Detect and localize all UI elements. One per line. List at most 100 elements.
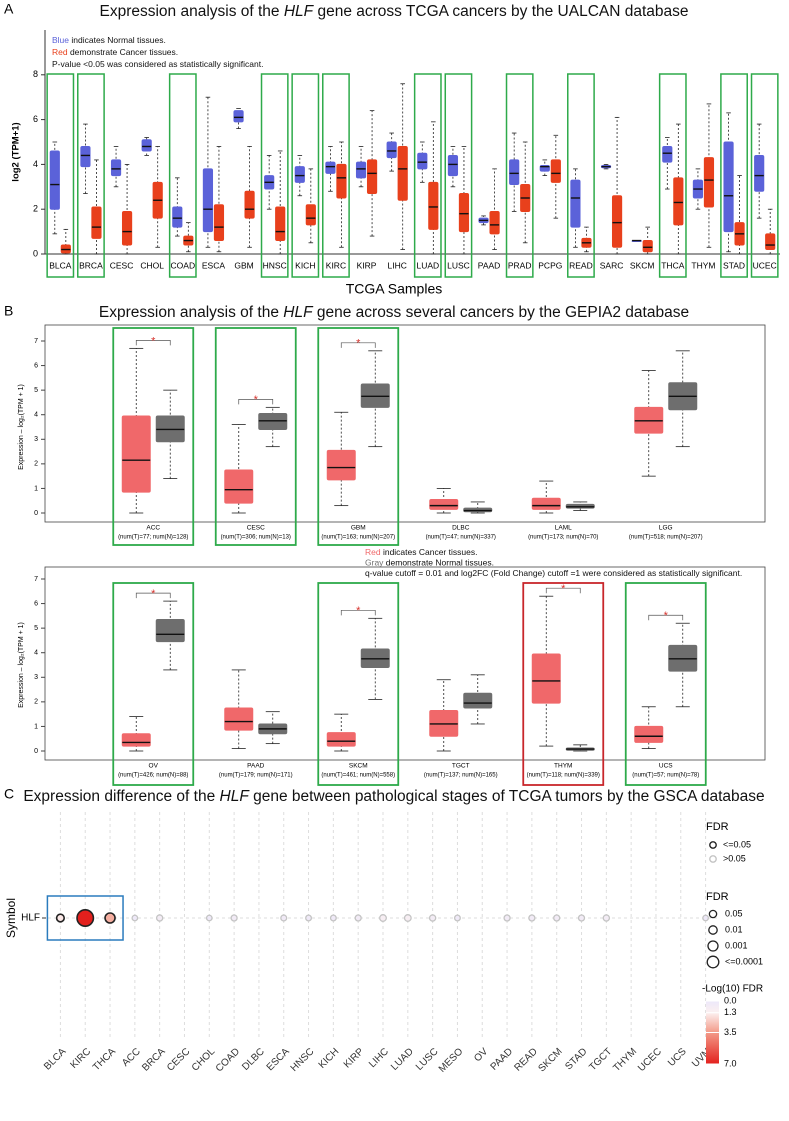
box xyxy=(110,159,122,177)
x-tick-label: LUAD xyxy=(389,1046,416,1073)
legend-title: FDR xyxy=(706,821,729,833)
x-tick-label: HNSC xyxy=(289,1046,317,1074)
plot-frame xyxy=(44,324,766,523)
box xyxy=(49,150,60,210)
x-tick-label: ACC xyxy=(146,525,160,532)
legend-key: Blue xyxy=(52,35,69,45)
significance-star: * xyxy=(664,610,669,622)
box xyxy=(642,240,653,253)
x-tick-label: THYM xyxy=(691,260,715,270)
dot xyxy=(76,908,95,927)
significance-bracket xyxy=(135,592,171,599)
x-tick-label: STAD xyxy=(723,260,745,270)
sample-count: (num(T)=461; num(N)=558) xyxy=(321,773,395,779)
y-tick-label: 6 xyxy=(34,362,38,369)
sample-count: (num(T)=179; num(N)=171) xyxy=(219,773,293,779)
highlight-box xyxy=(444,73,473,278)
legend-label: 0.01 xyxy=(725,924,743,934)
box xyxy=(397,145,408,201)
dot xyxy=(230,914,238,922)
x-tick-label: THYM xyxy=(611,1046,639,1074)
dot xyxy=(553,914,561,922)
x-tick-label: LIHC xyxy=(367,1046,391,1070)
box xyxy=(224,707,254,731)
colorbar-label: 0.0 xyxy=(724,995,737,1005)
x-tick-label: PAAD xyxy=(489,1046,516,1073)
significance-bracket xyxy=(135,340,171,346)
colorbar-label: 1.3 xyxy=(724,1007,737,1017)
legend-label: 0.001 xyxy=(725,940,748,950)
x-tick-label: BLCA xyxy=(49,260,72,270)
x-tick-label: DLBC xyxy=(240,1046,267,1073)
title-part: HLF xyxy=(284,3,315,20)
legend-key xyxy=(709,855,717,863)
x-tick-label: HNSC xyxy=(263,260,287,270)
panel-label: C xyxy=(4,786,14,802)
highlight-box xyxy=(567,73,595,278)
x-tick-label: SKCM xyxy=(349,763,368,770)
y-tick-label: 0 xyxy=(33,248,38,258)
legend-text: demonstrate Normal tissues. xyxy=(383,558,494,568)
box xyxy=(662,145,673,163)
y-tick-label: 7 xyxy=(34,576,38,583)
y-tick-label: 4 xyxy=(33,159,38,169)
x-tick-label: READ xyxy=(569,260,593,270)
box xyxy=(723,141,734,233)
x-tick-label: OV xyxy=(149,763,159,770)
x-tick-label: MESO xyxy=(437,1046,466,1075)
box xyxy=(121,210,133,246)
x-tick-label: KICH xyxy=(295,260,315,270)
dot xyxy=(104,912,116,924)
x-tick-label: ESCA xyxy=(202,260,225,270)
title-part: HLF xyxy=(220,788,251,805)
sample-count: (num(T)=518; num(N)=207) xyxy=(629,535,703,541)
x-tick-label: STAD xyxy=(563,1046,589,1072)
box xyxy=(80,145,91,168)
box xyxy=(489,210,500,235)
sample-count: (num(T)=173; num(N)=70) xyxy=(528,535,598,541)
box xyxy=(155,619,185,643)
x-tick-label: KIRP xyxy=(342,1046,367,1071)
significance-star: * xyxy=(151,335,156,347)
title-part: Expression analysis of the xyxy=(99,3,283,20)
y-tick-label: 2 xyxy=(34,699,38,706)
significance-star: * xyxy=(356,605,361,617)
highlight-box xyxy=(413,73,442,278)
y-tick-label: 2 xyxy=(34,461,38,468)
box xyxy=(429,498,459,510)
highlight-box xyxy=(214,327,297,546)
dot xyxy=(577,914,586,922)
legend-key xyxy=(709,841,717,849)
box xyxy=(463,692,493,709)
highlight-box xyxy=(112,582,195,786)
legend-note: P-value <0.05 was considered as statisti… xyxy=(52,59,263,69)
x-tick-label: COAD xyxy=(214,1046,242,1074)
x-tick-label: PRAD xyxy=(508,260,532,270)
dot xyxy=(131,914,139,922)
dot xyxy=(55,913,66,923)
size-key xyxy=(706,955,720,969)
box xyxy=(325,161,336,174)
dot xyxy=(602,914,611,922)
significance-star: * xyxy=(254,394,259,406)
box xyxy=(275,206,286,242)
legend-label: <=0.0001 xyxy=(725,956,763,966)
sample-count: (num(T)=47; num(N)=337) xyxy=(426,535,496,541)
dot xyxy=(379,914,387,922)
title-part: Expression analysis of the xyxy=(99,304,283,321)
y-axis-label: Expression – log₂(TPM + 1) xyxy=(18,384,25,470)
x-tick-label: BRCA xyxy=(79,260,103,270)
y-tick-label: HLF xyxy=(21,913,40,924)
legend-text: indicates Cancer tissues. xyxy=(381,547,478,557)
sample-count: (num(T)=163; num(N)=207) xyxy=(321,535,395,541)
size-key xyxy=(708,909,718,919)
sample-count: (num(T)=57; num(N)=78) xyxy=(632,773,699,779)
dot xyxy=(155,914,164,922)
title-part: gene across TCGA cancers by the UALCAN d… xyxy=(313,3,688,20)
sample-count: (num(T)=118; num(N)=339) xyxy=(527,773,600,779)
x-tick-label: CHOL xyxy=(140,260,164,270)
legend-label: >0.05 xyxy=(723,853,746,863)
box xyxy=(386,141,397,159)
title-part: Expression difference of the xyxy=(23,788,219,805)
box xyxy=(244,190,255,219)
